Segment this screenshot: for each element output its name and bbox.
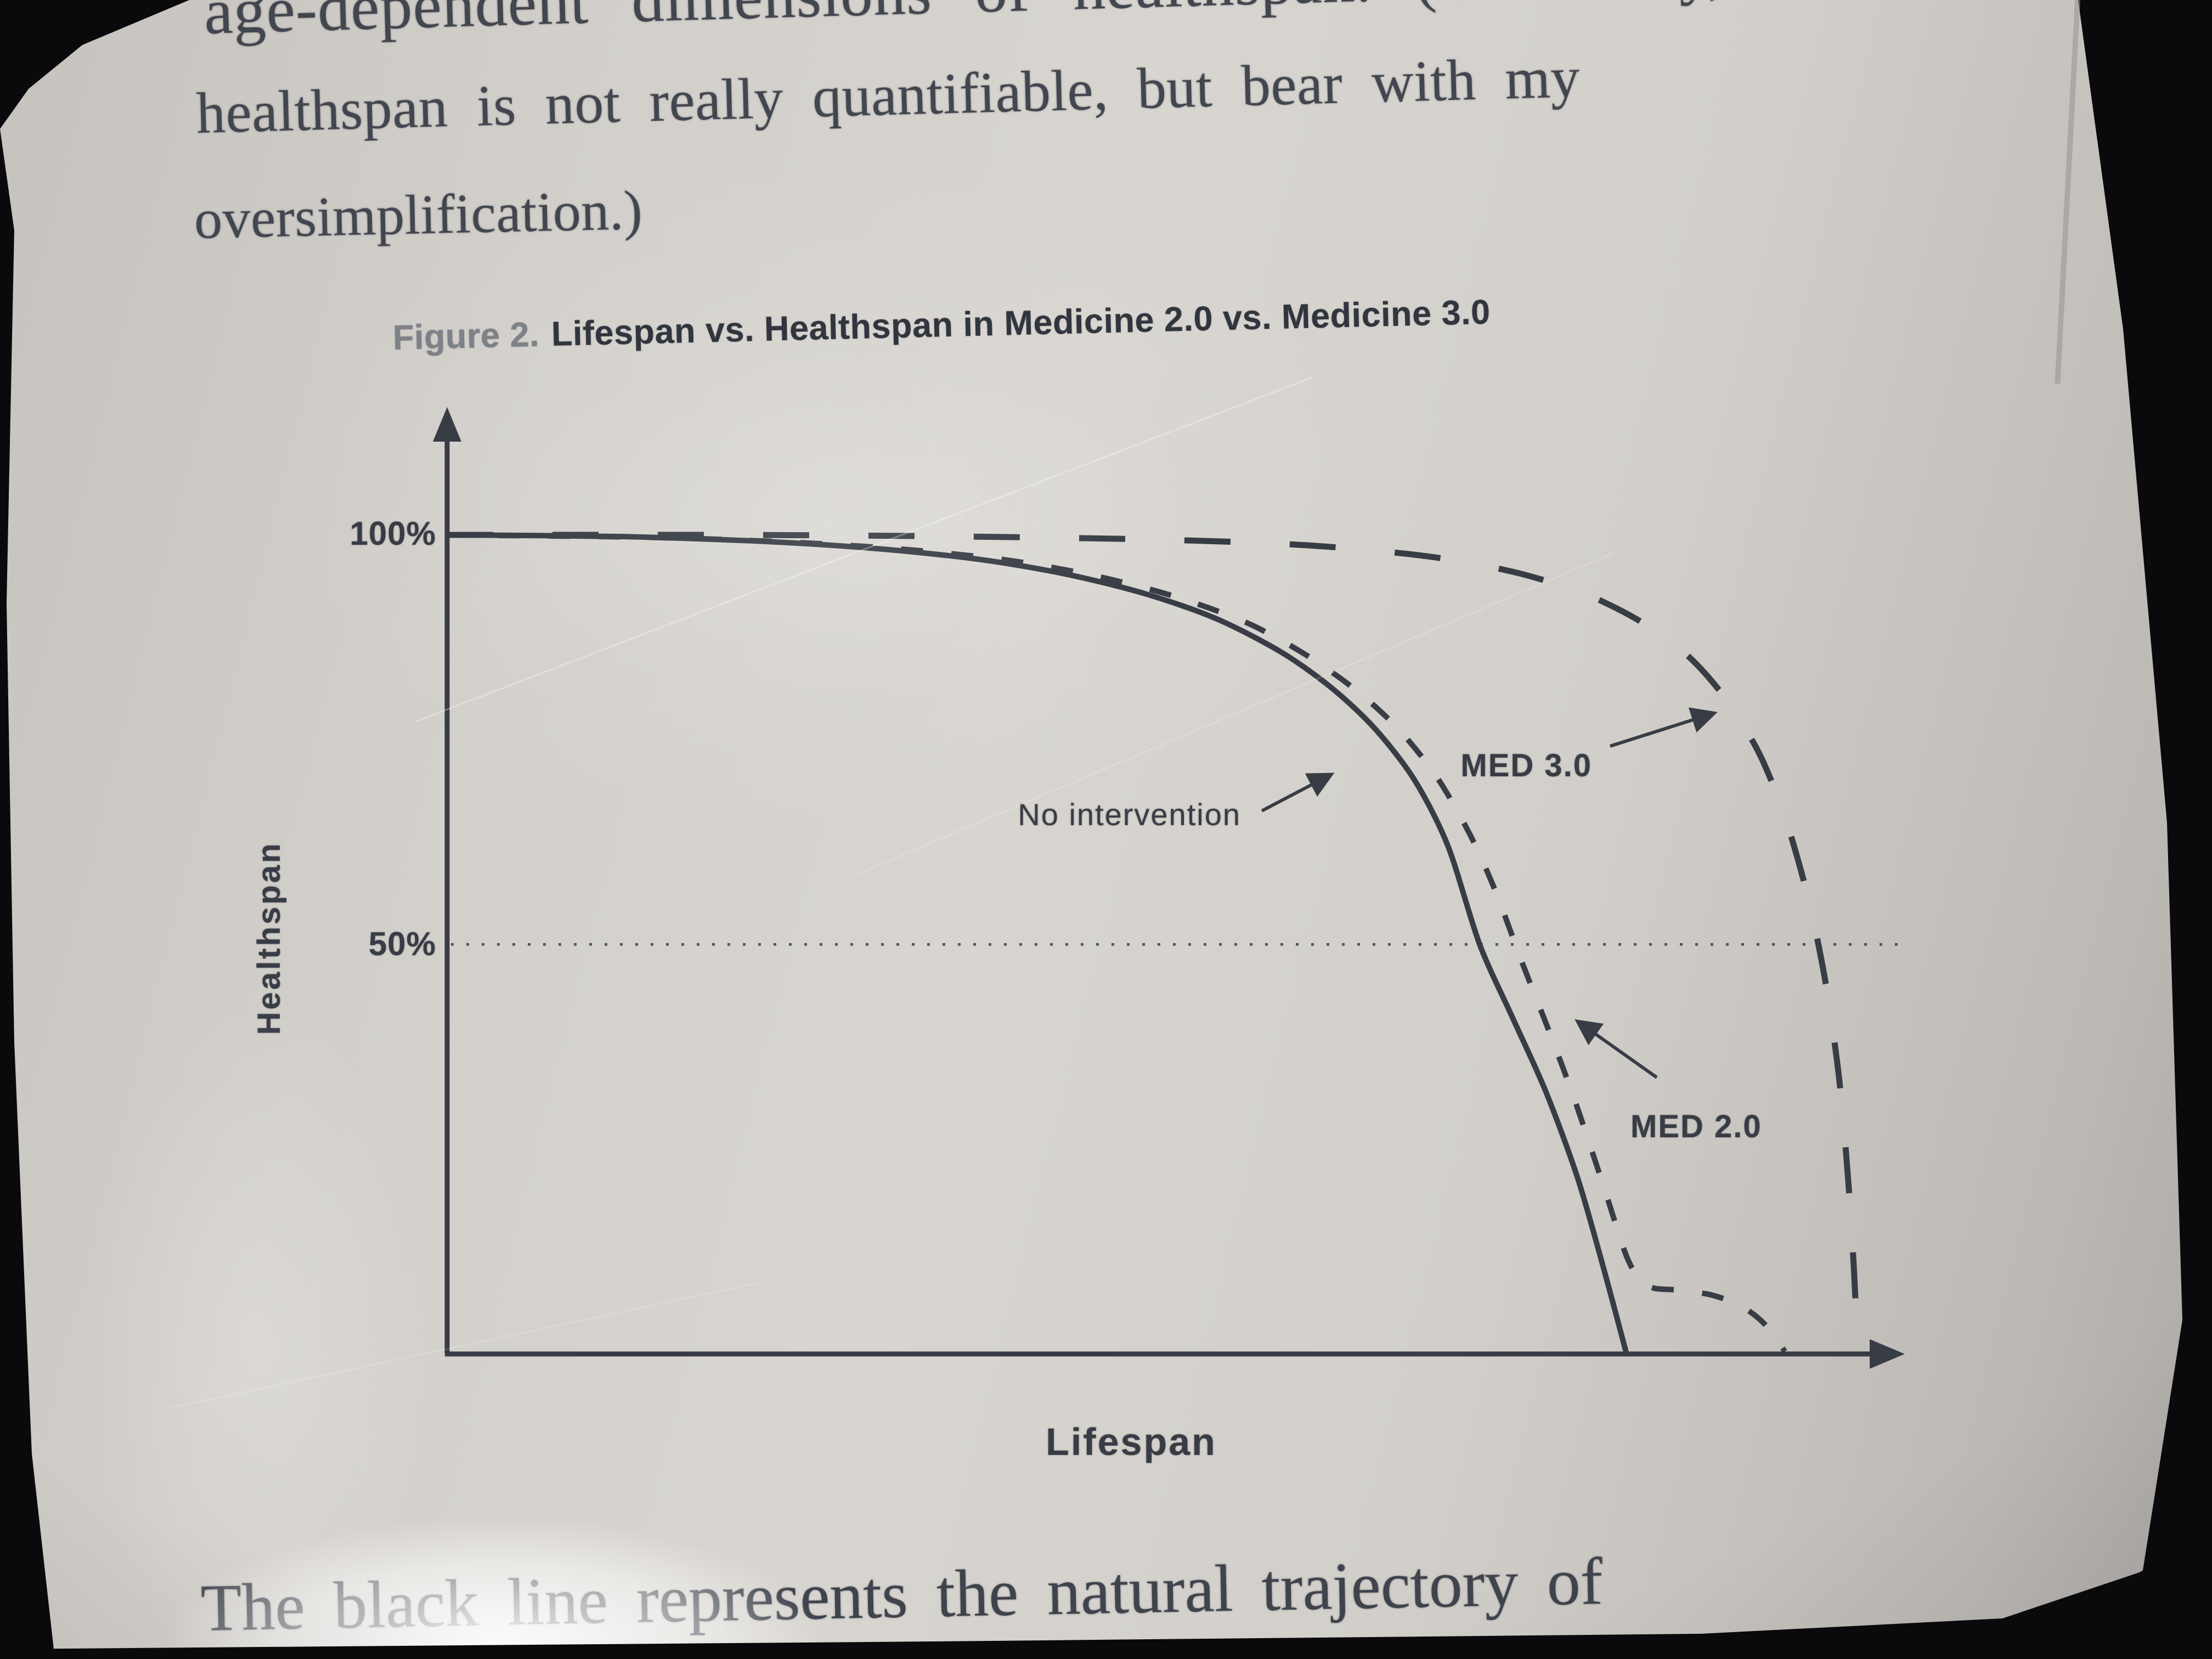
curve-med-2-0 bbox=[447, 532, 1787, 1353]
med-2-0-arrow-icon bbox=[1575, 1019, 1658, 1079]
x-axis-title: Lifespan bbox=[1046, 1420, 1217, 1463]
y-tick-100: 100% bbox=[349, 515, 436, 552]
y-axis-title: Healthspan bbox=[251, 841, 287, 1035]
no-intervention-arrow-icon bbox=[1261, 772, 1335, 812]
annotation-med-3-0: MED 3.0 bbox=[1460, 748, 1592, 783]
y-axis-arrowhead-icon bbox=[433, 407, 461, 442]
y-tick-50: 50% bbox=[368, 926, 436, 962]
med-3-0-arrow-icon bbox=[1610, 707, 1718, 748]
curve-med-3-0 bbox=[447, 532, 1861, 1355]
body-text-line: oversimplification.) bbox=[193, 179, 644, 251]
annotation-no-intervention: No intervention bbox=[1018, 797, 1241, 832]
figure-number-label: Figure 2. bbox=[392, 315, 540, 357]
annotation-med-2-0: MED 2.0 bbox=[1630, 1109, 1762, 1144]
x-axis-arrowhead-icon bbox=[1870, 1339, 1905, 1369]
